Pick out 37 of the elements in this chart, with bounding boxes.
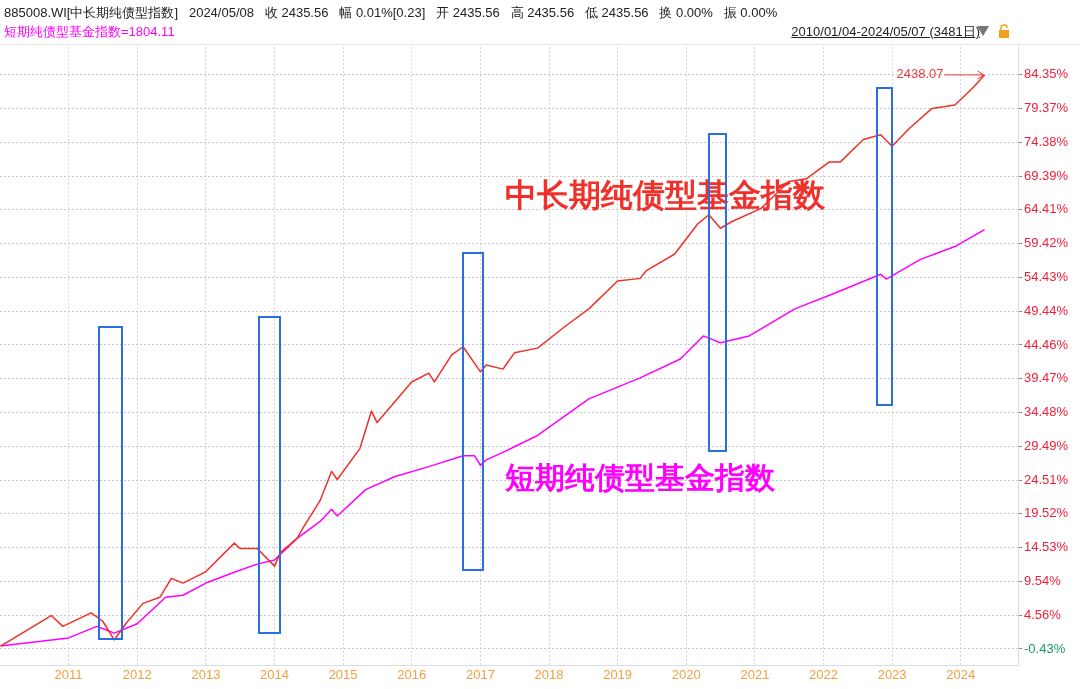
x-tick-label: 2020 — [671, 667, 701, 683]
y-tick-label: 54.43% — [1024, 269, 1069, 285]
y-tick-label: 59.42% — [1024, 235, 1069, 251]
x-tick-label: 2019 — [603, 667, 633, 683]
chart-title: 885008.WI[中长期纯债型指数] 2024/05/08 收 2435.56 幅 0.01%[0.23] 开 2435.56 高 2435.56 低 2435.56 换 0.00% 振 0.00% — [4, 4, 778, 22]
y-tick-label: -0.43% — [1024, 640, 1066, 656]
x-tick-label: 2016 — [397, 667, 427, 683]
x-tick-label: 2018 — [534, 667, 564, 683]
y-tick-label: 74.38% — [1024, 133, 1069, 149]
y-tick-label: 24.51% — [1024, 471, 1069, 487]
x-tick-label: 2015 — [328, 667, 358, 683]
y-tick-label: 84.35% — [1024, 66, 1069, 82]
x-tick-label: 2017 — [465, 667, 495, 683]
x-tick-label: 2022 — [809, 667, 838, 683]
y-tick-label: 4.56% — [1024, 606, 1062, 622]
chart-subtitle: 短期纯债型基金指数=1804.11 — [4, 23, 175, 41]
x-tick-label: 2024 — [946, 667, 976, 683]
x-tick-label: 2014 — [260, 667, 289, 683]
y-tick-label: 79.37% — [1024, 100, 1069, 116]
x-tick-label: 2021 — [740, 667, 770, 683]
series-label: 短期纯债型基金指数 — [504, 461, 776, 495]
y-tick-label: 34.48% — [1024, 404, 1069, 420]
y-tick-label: 29.49% — [1024, 437, 1069, 453]
y-tick-label: 39.47% — [1024, 370, 1069, 386]
y-tick-label: 9.54% — [1024, 573, 1062, 589]
annotation: 2438.07 — [896, 66, 944, 82]
y-tick-label: 49.44% — [1024, 302, 1069, 318]
x-tick-label: 2013 — [191, 667, 221, 683]
y-tick-label: 69.39% — [1024, 167, 1069, 183]
text: 2010/01/04-2024/05/07 (3481日) — [791, 23, 980, 41]
x-tick-label: 2011 — [54, 667, 83, 683]
y-tick-label: 64.41% — [1024, 201, 1069, 217]
y-tick-label: 44.46% — [1024, 336, 1069, 352]
x-tick-label: 2023 — [877, 667, 907, 683]
y-tick-label: 19.52% — [1024, 505, 1069, 521]
x-tick-label: 2012 — [122, 667, 152, 683]
y-tick-label: 14.53% — [1024, 539, 1069, 555]
